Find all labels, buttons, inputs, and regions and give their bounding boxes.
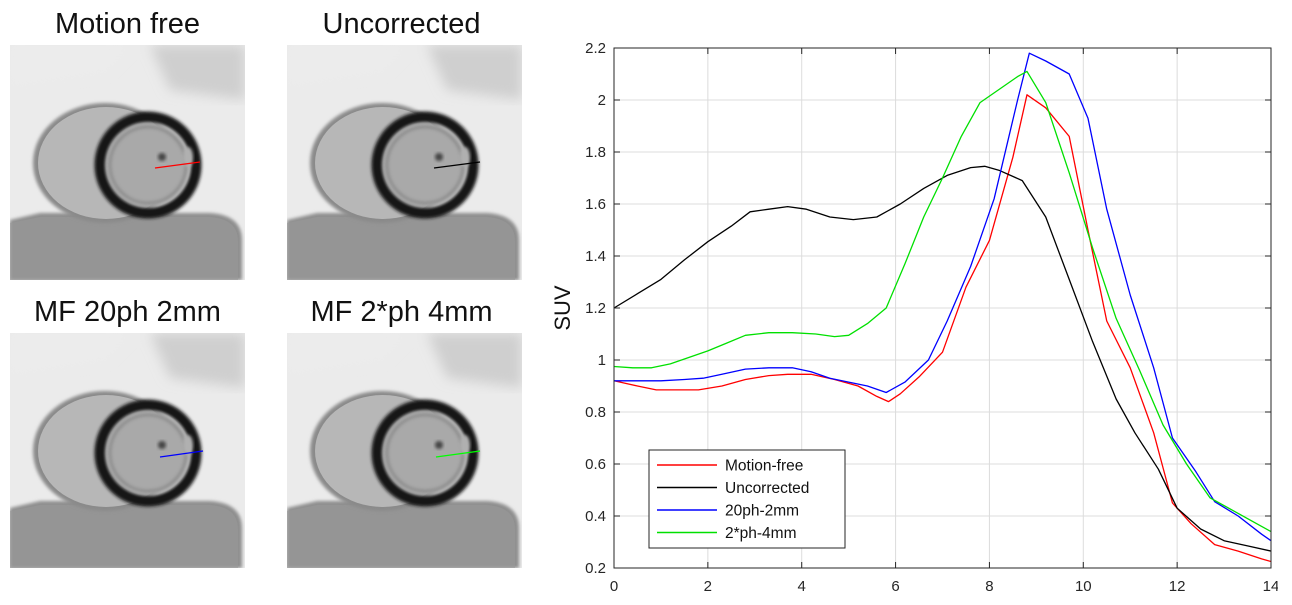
profile-line — [435, 450, 481, 458]
x-tick-label: 2 — [704, 578, 712, 595]
series-line-2 — [614, 52, 1272, 542]
panel-title: Uncorrected — [322, 8, 481, 40]
y-tick-label: 1.2 — [585, 300, 606, 317]
heart-image-panel — [10, 333, 245, 568]
legend-box — [648, 449, 846, 549]
suv-line-chart: 0 2 4 6 8 10 12 14 0.2 0.4 0.6 0.8 1 1.2 1.4 1.6 1.8 2 2.2… — [550, 40, 1278, 595]
series-line-1 — [613, 165, 1272, 552]
series-line-0 — [613, 94, 1272, 563]
y-tick-label: 2 — [598, 92, 606, 109]
x-tick-label: 0 — [610, 578, 618, 595]
legend-label: 2*ph-4mm — [725, 525, 797, 542]
y-tick-label: 0.4 — [585, 508, 606, 525]
legend-label: Uncorrected — [725, 480, 809, 497]
y-tick-label: 1.8 — [585, 144, 606, 161]
y-tick-label: 1.6 — [585, 196, 606, 213]
y-tick-label: 0.8 — [585, 404, 606, 421]
legend-label: Motion-free — [725, 458, 803, 475]
heart-image-panel — [287, 45, 522, 280]
y-tick-label: 2.2 — [585, 40, 606, 57]
y-tick-label: 0.2 — [585, 560, 606, 577]
legend: Motion-free Uncorrected 20ph-2mm 2*ph-4mm — [648, 449, 846, 549]
profile-line — [159, 450, 204, 458]
legend-label: 20ph-2mm — [725, 503, 799, 520]
heart-image-panel — [287, 333, 522, 568]
panel-title: MF 20ph 2mm — [34, 296, 221, 328]
x-tick-label: 14 — [1263, 578, 1278, 595]
y-tick-label: 1.4 — [585, 248, 606, 265]
x-tick-label: 12 — [1169, 578, 1186, 595]
panel-title: MF 2*ph 4mm — [310, 296, 493, 328]
profile-line — [154, 161, 201, 169]
x-tick-label: 10 — [1075, 578, 1092, 595]
series-line-3 — [613, 70, 1272, 533]
y-tick-label: 0.6 — [585, 456, 606, 473]
x-tick-label: 6 — [891, 578, 899, 595]
y-axis-label: SUV — [550, 285, 575, 331]
profile-line — [433, 161, 481, 169]
panel-title: Motion free — [54, 8, 201, 40]
x-tick-label: 8 — [985, 578, 993, 595]
y-tick-label: 1 — [598, 352, 606, 369]
x-tick-label: 4 — [798, 578, 806, 595]
heart-image-panel — [10, 45, 245, 280]
